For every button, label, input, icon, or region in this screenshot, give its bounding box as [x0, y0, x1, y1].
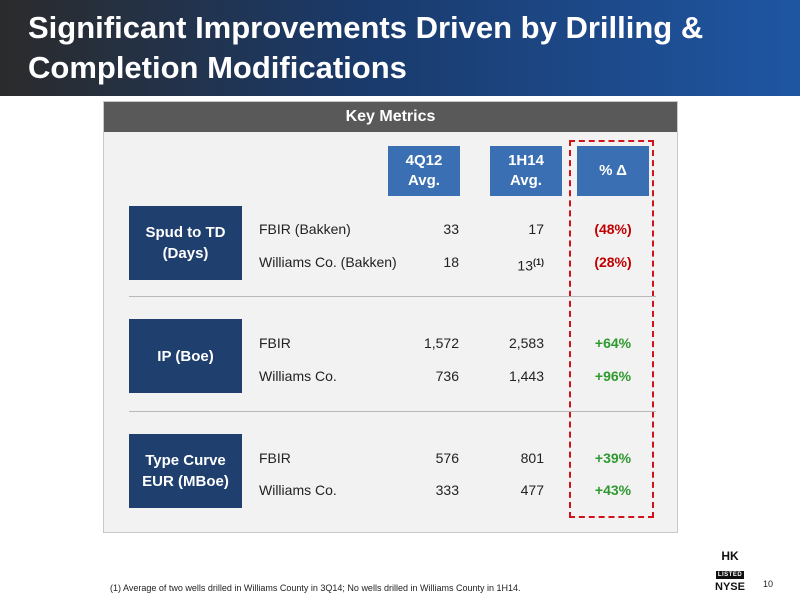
category-ip-boe-line1: IP (Boe) [157, 347, 214, 365]
row-label: FBIR [259, 335, 291, 351]
value-1h14-with-note: 13(1) [482, 253, 544, 275]
category-type-curve-eur: Type Curve EUR (MBoe) [129, 434, 242, 508]
row-label: Williams Co. [259, 482, 337, 498]
value-4q12: 576 [435, 450, 459, 466]
footnote: (1) Average of two wells drilled in Will… [110, 583, 521, 593]
column-header-4q12-line2: Avg. [408, 172, 440, 189]
column-header-4q12-line1: 4Q12 [405, 152, 443, 169]
title-band [0, 0, 800, 96]
category-type-curve-eur-line1: Type Curve [145, 452, 226, 469]
pct-change-value: +64% [594, 335, 632, 351]
value-1h14: 477 [520, 482, 544, 498]
pct-change-value: +39% [594, 450, 632, 466]
value-4q12: 18 [443, 254, 459, 270]
logo-exchange: NYSE [715, 581, 745, 593]
column-header-pct-change: % Δ [577, 146, 649, 196]
column-header-4q12: 4Q12 Avg. [388, 146, 460, 196]
category-spud-to-td: Spud to TD (Days) [129, 206, 242, 280]
value-1h14: 13 [517, 257, 533, 274]
logo-listed: LISTED [715, 571, 745, 579]
row-label: Williams Co. (Bakken) [259, 254, 397, 270]
column-header-1h14: 1H14 Avg. [490, 146, 562, 196]
slide-title-line1: Significant Improvements Driven by Drill… [28, 10, 704, 45]
panel-header: Key Metrics [104, 102, 677, 132]
category-spud-to-td-line1: Spud to TD [145, 224, 226, 241]
category-ip-boe: IP (Boe) [129, 319, 242, 393]
pct-change-value: +96% [594, 368, 632, 384]
column-header-1h14-line2: Avg. [510, 172, 542, 189]
slide-title-line2: Completion Modifications [28, 50, 407, 85]
logo-ticker: HK [721, 549, 739, 563]
row-label: FBIR [259, 450, 291, 466]
column-header-pct-change-label: % Δ [599, 162, 627, 179]
section-divider [129, 296, 656, 297]
footnote-marker: (1) [533, 257, 544, 267]
value-4q12: 736 [435, 368, 459, 384]
pct-change-value: (28%) [594, 254, 632, 270]
value-4q12: 33 [443, 221, 459, 237]
row-label: Williams Co. [259, 368, 337, 384]
slide-title: Significant Improvements Driven by Drill… [28, 8, 788, 88]
value-1h14: 801 [520, 450, 544, 466]
category-type-curve-eur-line2: EUR (MBoe) [142, 473, 229, 490]
hk-nyse-listed-logo: HK LISTED NYSE [714, 550, 746, 594]
value-1h14: 17 [528, 221, 544, 237]
value-1h14: 1,443 [508, 368, 544, 384]
value-4q12: 1,572 [423, 335, 459, 351]
pct-change-highlight-box [569, 140, 654, 518]
column-header-1h14-line1: 1H14 [508, 152, 544, 169]
pct-change-value: +43% [594, 482, 632, 498]
section-divider [129, 411, 656, 412]
category-spud-to-td-line2: (Days) [162, 245, 209, 262]
value-1h14: 2,583 [508, 335, 544, 351]
page-number: 10 [763, 579, 774, 589]
row-label: FBIR (Bakken) [259, 221, 351, 237]
value-4q12: 333 [435, 482, 459, 498]
pct-change-value: (48%) [594, 221, 632, 237]
